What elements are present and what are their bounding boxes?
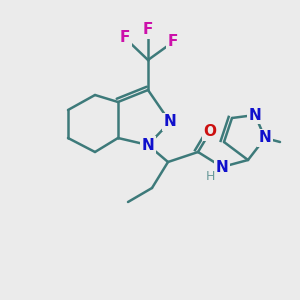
Text: F: F <box>168 34 178 50</box>
Text: N: N <box>259 130 272 146</box>
Text: N: N <box>164 115 176 130</box>
Text: F: F <box>143 22 153 38</box>
Text: N: N <box>216 160 228 175</box>
Text: N: N <box>142 137 154 152</box>
Text: H: H <box>205 170 215 184</box>
Text: N: N <box>249 107 261 122</box>
Text: F: F <box>120 31 130 46</box>
Text: O: O <box>203 124 217 140</box>
